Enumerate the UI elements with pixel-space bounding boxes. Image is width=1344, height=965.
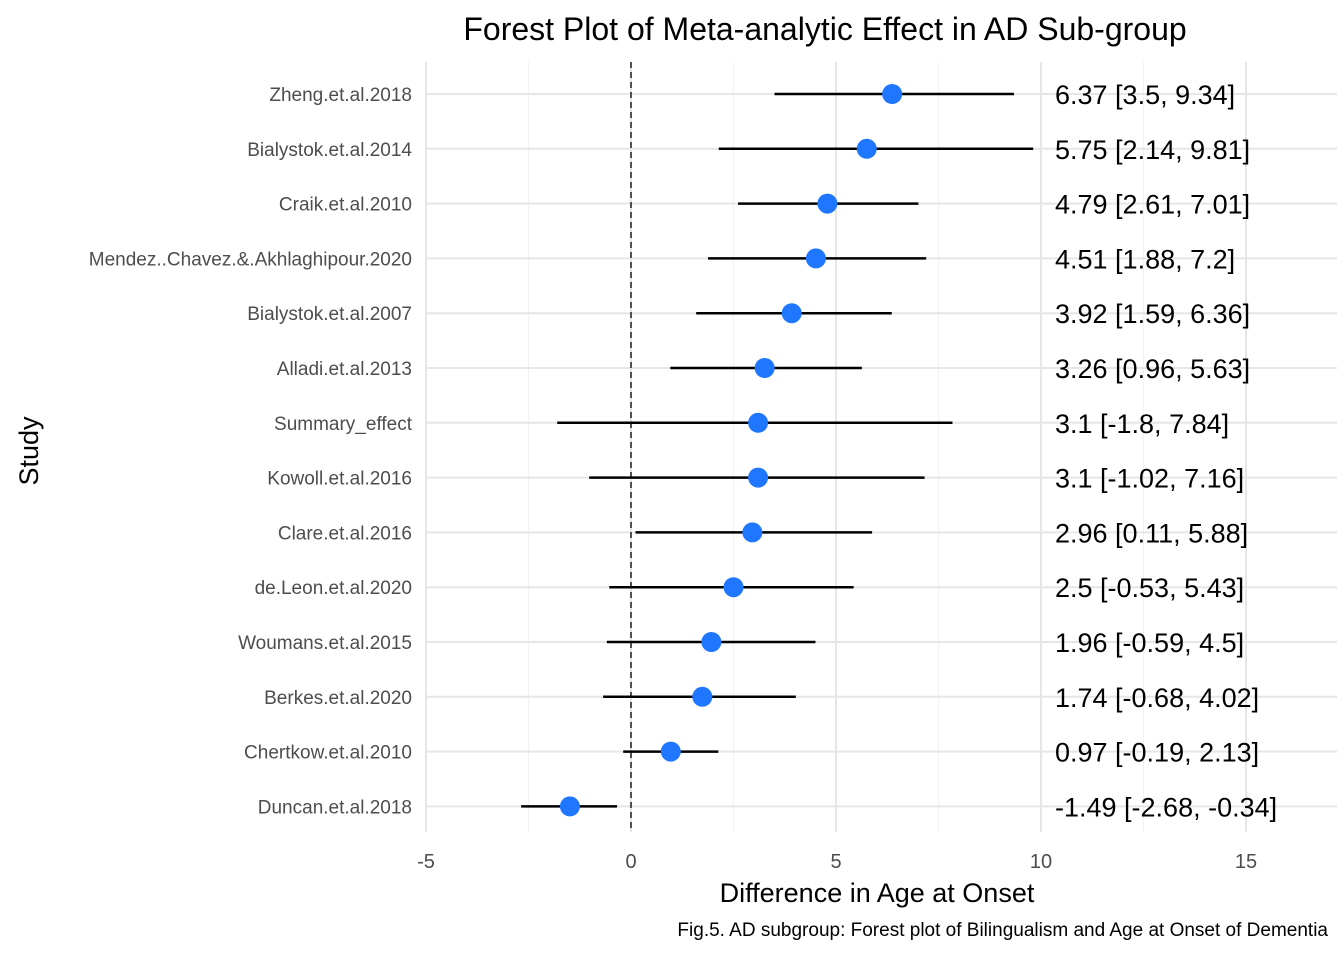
estimate-point bbox=[748, 412, 769, 433]
point-layer bbox=[559, 84, 903, 817]
grid-layer bbox=[425, 62, 1337, 832]
estimate-label: 0.97 [-0.19, 2.13] bbox=[1055, 738, 1259, 768]
study-label: Kowoll.et.al.2016 bbox=[267, 469, 412, 490]
estimate-labels: 6.37 [3.5, 9.34] 5.75 [2.14, 9.81] 4.79 [2… bbox=[1055, 80, 1277, 822]
x-tick-label: 5 bbox=[830, 851, 841, 873]
study-label: de.Leon.et.al.2020 bbox=[255, 578, 412, 599]
estimate-label: 1.74 [-0.68, 4.02] bbox=[1055, 683, 1259, 713]
study-label: Bialystok.et.al.2014 bbox=[247, 140, 412, 161]
estimate-label: -1.49 [-2.68, -0.34] bbox=[1055, 792, 1277, 822]
estimate-point bbox=[692, 686, 713, 707]
estimate-label: 3.26 [0.96, 5.63] bbox=[1055, 354, 1250, 384]
estimate-label: 5.75 [2.14, 9.81] bbox=[1055, 135, 1250, 165]
estimate-label: 3.1 [-1.02, 7.16] bbox=[1055, 464, 1244, 494]
estimate-point bbox=[882, 84, 903, 104]
estimate-label: 3.92 [1.59, 6.36] bbox=[1055, 299, 1250, 329]
estimate-point bbox=[754, 358, 775, 378]
x-tick-label: 10 bbox=[1030, 851, 1052, 873]
estimate-point bbox=[856, 138, 877, 159]
estimate-point bbox=[701, 632, 722, 652]
estimate-point bbox=[781, 303, 802, 324]
study-label: Alladi.et.al.2013 bbox=[277, 359, 412, 380]
estimate-point bbox=[660, 741, 681, 762]
study-label: Zheng.et.al.2018 bbox=[269, 85, 412, 106]
estimate-point bbox=[723, 577, 744, 598]
study-label: Chertkow.et.al.2010 bbox=[244, 743, 412, 764]
estimate-label: 2.5 [-0.53, 5.43] bbox=[1055, 573, 1244, 603]
x-axis-title: Difference in Age at Onset bbox=[720, 878, 1035, 908]
study-label: Summary_effect bbox=[274, 414, 413, 435]
x-tick-label: 0 bbox=[625, 851, 636, 873]
x-tick-label: -5 bbox=[417, 851, 435, 873]
estimate-point bbox=[748, 467, 769, 488]
study-label: Mendez..Chavez.&.Akhlaghipour.2020 bbox=[89, 249, 412, 270]
study-label: Craik.et.al.2010 bbox=[279, 195, 412, 216]
estimate-label: 4.51 [1.88, 7.2] bbox=[1055, 244, 1235, 274]
confidence-interval-layer bbox=[521, 92, 1034, 808]
x-tick-label: 15 bbox=[1235, 851, 1257, 873]
estimate-point bbox=[742, 522, 763, 543]
estimate-label: 6.37 [3.5, 9.34] bbox=[1055, 80, 1235, 110]
estimate-point bbox=[805, 248, 826, 269]
figure-caption: Fig.5. AD subgroup: Forest plot of Bilin… bbox=[677, 920, 1328, 941]
study-label: Duncan.et.al.2018 bbox=[258, 797, 412, 818]
estimate-label: 2.96 [0.11, 5.88] bbox=[1055, 518, 1248, 548]
y-axis-title: Study bbox=[14, 416, 44, 486]
estimate-label: 3.1 [-1.8, 7.84] bbox=[1055, 409, 1229, 439]
study-label: Bialystok.et.al.2007 bbox=[247, 304, 412, 325]
estimate-label: 4.79 [2.61, 7.01] bbox=[1055, 190, 1250, 220]
study-labels: Zheng.et.al.2018 Bialystok.et.al.2014 Crai… bbox=[89, 85, 413, 818]
study-label: Woumans.et.al.2015 bbox=[238, 633, 412, 654]
study-label: Berkes.et.al.2020 bbox=[264, 688, 412, 709]
study-label: Clare.et.al.2016 bbox=[278, 523, 412, 544]
estimate-point bbox=[559, 796, 580, 817]
estimate-point bbox=[817, 193, 838, 214]
chart-title: Forest Plot of Meta-analytic Effect in A… bbox=[463, 11, 1186, 47]
x-tick-labels: -5 0 5 10 15 bbox=[417, 851, 1257, 873]
estimate-label: 1.96 [-0.59, 4.5] bbox=[1055, 628, 1244, 658]
